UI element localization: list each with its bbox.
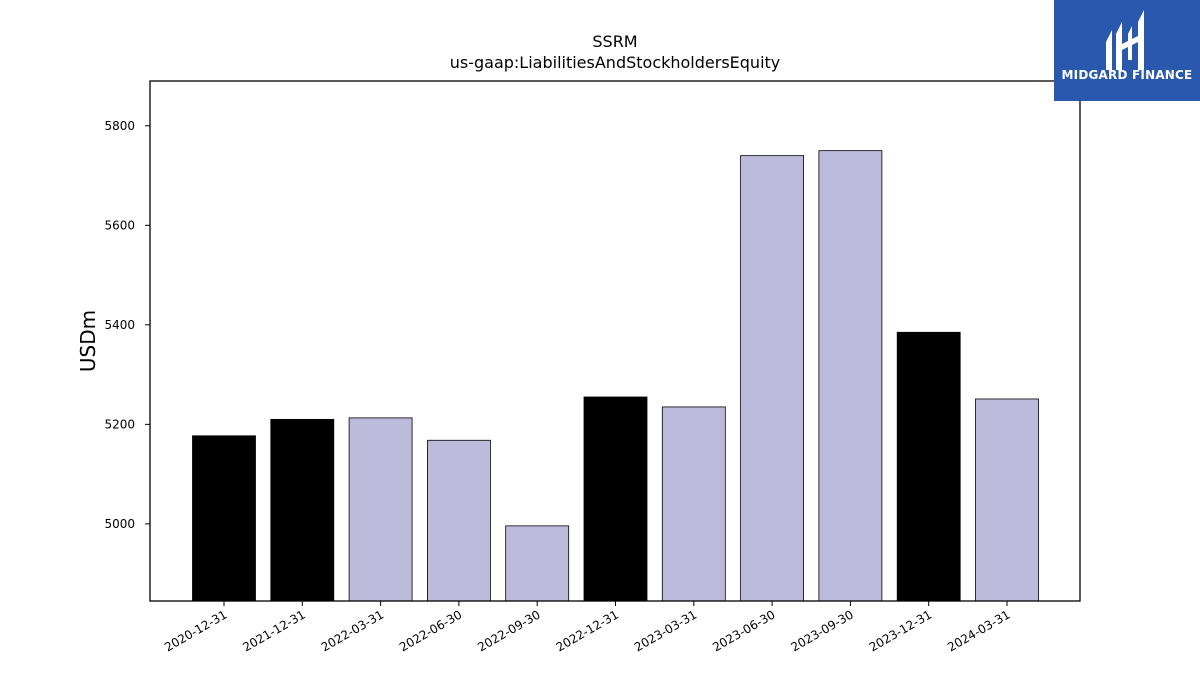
x-tick-label: 2022-06-30 [397,607,464,654]
bar-2021-12-31 [270,418,335,602]
x-tick-label: 2022-03-31 [319,607,386,654]
bar-2022-12-31 [583,396,648,602]
y-tick-label: 5400 [104,318,135,332]
y-tick-label: 5800 [104,119,135,133]
x-tick-label: 2023-03-31 [632,607,699,654]
midgard-finance-logo: MIDGARD FINANCE [1054,0,1200,101]
x-tick-label: 2022-09-30 [475,607,542,654]
chart-subtitle: us-gaap:LiabilitiesAndStockholdersEquity [449,53,781,72]
y-tick-label: 5200 [104,417,135,431]
bar-2022-09-30 [505,525,570,602]
bar-2020-12-31 [192,435,256,602]
bar-2024-03-31 [975,398,1039,602]
x-tick-label: 2023-06-30 [710,607,777,654]
bar-2023-06-30 [740,155,804,602]
x-tick-label: 2020-12-31 [162,607,229,654]
x-tick-label: 2022-12-31 [554,607,621,654]
x-tick-label: 2023-09-30 [788,607,855,654]
bar-2023-12-31 [896,331,961,602]
y-tick-label: 5600 [104,218,135,232]
bar-2022-06-30 [426,439,491,602]
bar-2023-03-31 [661,406,726,602]
x-tick-label: 2021-12-31 [240,607,307,654]
chart-title: SSRM [592,32,638,51]
logo-text: MIDGARD FINANCE [1061,68,1193,82]
y-axis-label: USDm [76,310,100,372]
x-tick-label: 2023-12-31 [867,607,934,654]
logo-mark-icon [1106,10,1144,70]
x-tick-label: 2024-03-31 [945,607,1012,654]
bar-2023-09-30 [818,150,883,602]
y-tick-label: 5000 [104,517,135,531]
bar-2022-03-31 [348,417,413,602]
